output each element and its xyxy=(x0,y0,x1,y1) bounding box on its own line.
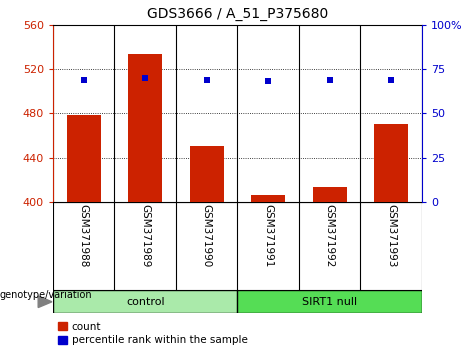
Text: GSM371991: GSM371991 xyxy=(263,205,273,268)
Bar xyxy=(251,195,285,202)
Polygon shape xyxy=(38,296,52,308)
Bar xyxy=(53,290,237,313)
Text: SIRT1 null: SIRT1 null xyxy=(302,297,357,307)
Text: genotype/variation: genotype/variation xyxy=(0,290,93,300)
Bar xyxy=(190,147,224,202)
Text: GSM371993: GSM371993 xyxy=(386,205,396,268)
Point xyxy=(203,77,210,82)
Bar xyxy=(128,53,162,202)
Bar xyxy=(374,124,408,202)
Point xyxy=(142,75,149,81)
Text: GSM371990: GSM371990 xyxy=(201,205,212,268)
Point xyxy=(265,79,272,84)
Point xyxy=(80,77,88,82)
Point xyxy=(326,77,333,82)
Text: GSM371988: GSM371988 xyxy=(79,205,89,268)
Text: GSM371992: GSM371992 xyxy=(325,205,335,268)
Bar xyxy=(237,290,422,313)
Title: GDS3666 / A_51_P375680: GDS3666 / A_51_P375680 xyxy=(147,7,328,21)
Point xyxy=(387,77,395,82)
Bar xyxy=(67,115,100,202)
Bar xyxy=(313,187,347,202)
Text: GSM371989: GSM371989 xyxy=(140,205,150,268)
Legend: count, percentile rank within the sample: count, percentile rank within the sample xyxy=(58,322,248,345)
Text: control: control xyxy=(126,297,165,307)
